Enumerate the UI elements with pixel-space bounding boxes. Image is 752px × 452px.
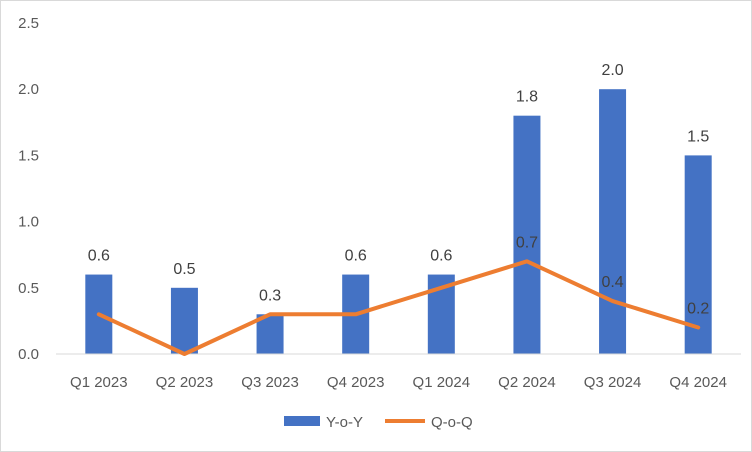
bar-yoy <box>170 287 198 354</box>
legend-label-yoy: Y-o-Y <box>326 414 363 431</box>
y-tick-label: 1.5 <box>18 147 39 164</box>
line-data-labels: 0.7 0.4 0.2 <box>516 234 710 317</box>
x-tick-label: Q2 2024 <box>498 374 556 391</box>
bar-data-label: 0.3 <box>259 287 281 304</box>
bar-yoy <box>684 155 712 354</box>
bar-data-label: 0.6 <box>88 248 110 265</box>
bar-data-label: 0.5 <box>173 261 195 278</box>
y-tick-label: 2.5 <box>18 15 39 32</box>
bar-data-label: 0.6 <box>345 248 367 265</box>
bar-data-label: 1.8 <box>516 89 538 106</box>
y-axis-ticks: 0.0 0.5 1.0 1.5 2.0 2.5 <box>18 15 39 363</box>
line-data-label: 0.2 <box>687 301 709 318</box>
x-tick-label: Q3 2023 <box>241 374 299 391</box>
x-tick-label: Q4 2023 <box>327 374 385 391</box>
bar-yoy <box>599 89 627 354</box>
y-tick-label: 0.0 <box>18 346 39 363</box>
line-qoq <box>96 259 701 356</box>
x-axis-ticks: Q1 2023 Q2 2023 Q3 2023 Q4 2023 Q1 2024 Q2 20… <box>70 374 727 391</box>
y-tick-label: 1.0 <box>18 214 39 231</box>
bar-series-yoy <box>85 89 712 355</box>
legend-swatch-yoy <box>284 416 320 426</box>
line-series-qoq <box>96 259 701 356</box>
line-data-label: 0.4 <box>601 274 623 291</box>
y-tick-label: 0.5 <box>18 280 39 297</box>
legend: Y-o-Y Q-o-Q <box>284 414 473 431</box>
line-data-label: 0.7 <box>516 234 538 251</box>
x-tick-label: Q1 2024 <box>413 374 471 391</box>
bar-data-labels: 0.6 0.5 0.3 0.6 0.6 1.8 2.0 1.5 <box>88 62 710 304</box>
y-tick-label: 2.0 <box>18 81 39 98</box>
bar-yoy <box>256 314 284 354</box>
x-tick-label: Q2 2023 <box>156 374 214 391</box>
bar-data-label: 1.5 <box>687 128 709 145</box>
bar-yoy <box>513 115 541 355</box>
legend-label-qoq: Q-o-Q <box>431 414 473 431</box>
bar-data-label: 0.6 <box>430 248 452 265</box>
bar-data-label: 2.0 <box>601 62 623 79</box>
x-tick-label: Q3 2024 <box>584 374 642 391</box>
x-tick-label: Q1 2023 <box>70 374 128 391</box>
x-tick-label: Q4 2024 <box>669 374 727 391</box>
